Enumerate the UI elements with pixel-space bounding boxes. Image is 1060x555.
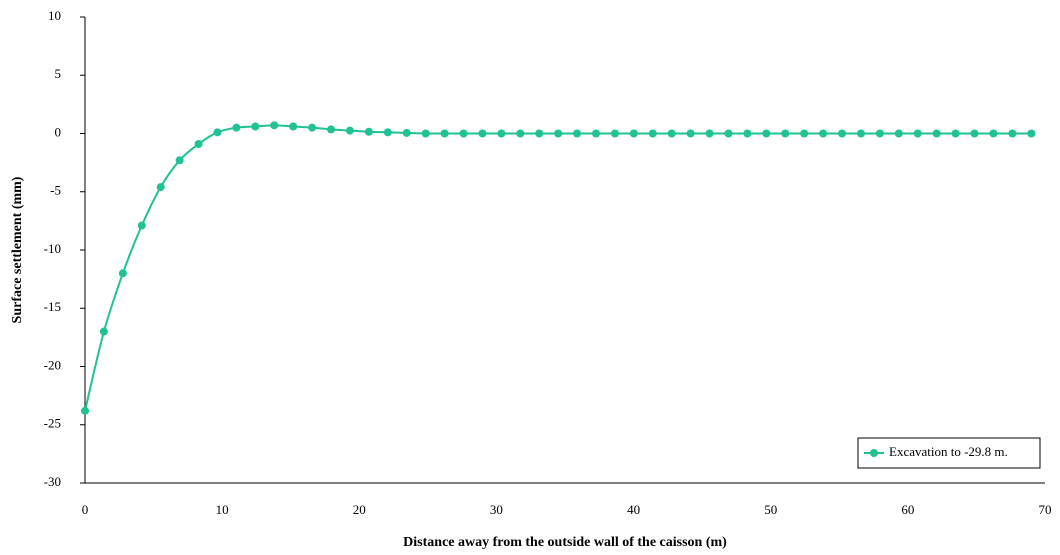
series-line bbox=[84, 124, 1032, 412]
data-point bbox=[478, 129, 487, 138]
data-point bbox=[554, 129, 563, 138]
data-point bbox=[194, 139, 203, 148]
data-point bbox=[156, 183, 165, 192]
data-point bbox=[251, 122, 260, 131]
data-point bbox=[1008, 129, 1017, 138]
data-point bbox=[1027, 129, 1036, 138]
data-point bbox=[686, 129, 695, 138]
x-tick-label: 40 bbox=[627, 502, 640, 517]
data-point bbox=[213, 128, 222, 137]
data-point bbox=[989, 129, 998, 138]
x-tick-label: 0 bbox=[82, 502, 89, 517]
y-tick-label: 5 bbox=[55, 66, 62, 81]
data-point bbox=[289, 122, 298, 131]
data-point bbox=[724, 129, 733, 138]
data-point bbox=[175, 156, 184, 165]
data-point bbox=[800, 129, 809, 138]
data-point bbox=[875, 129, 884, 138]
data-point bbox=[591, 129, 600, 138]
y-tick-label: -10 bbox=[44, 241, 61, 256]
data-point bbox=[573, 129, 582, 138]
data-point bbox=[99, 327, 108, 336]
y-tick-label: -15 bbox=[44, 299, 61, 314]
data-point bbox=[970, 129, 979, 138]
y-axis-title: Surface settlement (mm) bbox=[10, 176, 25, 323]
y-tick-label: -5 bbox=[50, 183, 61, 198]
data-point bbox=[610, 129, 619, 138]
data-point bbox=[459, 129, 468, 138]
data-point bbox=[327, 125, 336, 134]
data-point bbox=[402, 128, 411, 137]
data-point bbox=[497, 129, 506, 138]
y-tick-label: -20 bbox=[44, 357, 61, 372]
data-point bbox=[516, 129, 525, 138]
data-point bbox=[137, 221, 146, 230]
data-point bbox=[421, 129, 430, 138]
legend-box bbox=[857, 437, 1041, 469]
data-point bbox=[308, 123, 317, 132]
data-point bbox=[383, 128, 392, 137]
legend-marker bbox=[870, 449, 878, 457]
data-point bbox=[705, 129, 714, 138]
data-point bbox=[913, 129, 922, 138]
x-tick-label: 70 bbox=[1039, 502, 1052, 517]
data-point bbox=[819, 129, 828, 138]
data-point bbox=[440, 129, 449, 138]
y-tick-label: 10 bbox=[48, 8, 61, 23]
data-point bbox=[118, 269, 127, 278]
data-point bbox=[81, 406, 89, 415]
data-point bbox=[838, 129, 847, 138]
data-point bbox=[270, 121, 279, 130]
data-point bbox=[232, 123, 241, 132]
data-point bbox=[743, 129, 752, 138]
data-point bbox=[345, 126, 354, 135]
data-point bbox=[535, 129, 544, 138]
data-point bbox=[762, 129, 771, 138]
y-tick-label: 0 bbox=[55, 124, 62, 139]
data-point bbox=[894, 129, 903, 138]
data-point bbox=[856, 129, 865, 138]
data-point bbox=[951, 129, 960, 138]
data-point bbox=[667, 129, 676, 138]
x-tick-label: 10 bbox=[216, 502, 229, 517]
x-tick-label: 60 bbox=[901, 502, 914, 517]
data-point bbox=[648, 129, 657, 138]
x-tick-label: 50 bbox=[764, 502, 777, 517]
y-tick-label: -25 bbox=[44, 416, 61, 431]
x-tick-label: 20 bbox=[353, 502, 366, 517]
data-point bbox=[932, 129, 941, 138]
y-tick-label: -30 bbox=[44, 474, 61, 489]
x-axis-title: Distance away from the outside wall of t… bbox=[403, 535, 727, 550]
x-tick-label: 30 bbox=[490, 502, 503, 517]
data-point bbox=[364, 127, 373, 136]
legend-label: Excavation to -29.8 m. bbox=[889, 444, 1008, 459]
data-point bbox=[629, 129, 638, 138]
data-point bbox=[781, 129, 790, 138]
